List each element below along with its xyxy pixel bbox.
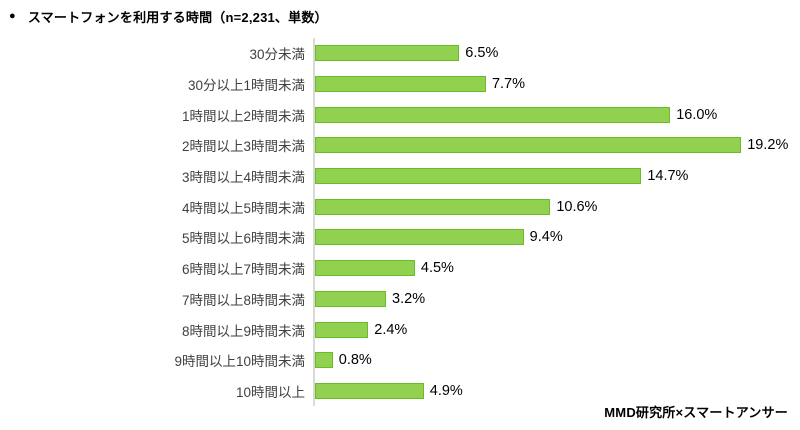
bar (315, 168, 642, 185)
chart-row: 9時間以上10時間未満 0.8% (0, 344, 800, 376)
bar (315, 137, 742, 154)
chart-row: 5時間以上6時間未満 9.4% (0, 222, 800, 253)
bar-area: 19.2% (313, 130, 800, 161)
bar (315, 198, 551, 215)
bar-area: 9.4% (313, 222, 800, 253)
value-label: 4.5% (420, 260, 454, 277)
bar-area: 4.9% (313, 375, 800, 407)
value-label: 3.2% (392, 290, 426, 307)
bar (315, 45, 460, 62)
category-label: 30分以上1時間未満 (187, 78, 305, 94)
category-label: 1時間以上2時間未満 (181, 108, 305, 124)
bar-area: 4.5% (313, 252, 800, 284)
source-attribution: MMD研究所×スマートアンサー (604, 405, 788, 420)
chart-row: 2時間以上3時間未満 19.2% (0, 130, 800, 161)
category-label: 8時間以上9時間未満 (181, 323, 305, 339)
chart-row: 30分以上1時間未満 7.7% (0, 68, 800, 100)
value-label: 9.4% (529, 229, 563, 246)
value-label: 19.2% (747, 137, 789, 154)
bar-area: 14.7% (313, 160, 800, 192)
category-label: 10時間以上 (235, 384, 305, 400)
chart-row: 10時間以上 4.9% (0, 375, 800, 407)
chart-row: 1時間以上2時間未満 16.0% (0, 99, 800, 131)
bar (315, 352, 333, 369)
value-label: 6.5% (465, 45, 499, 62)
category-label: 3時間以上4時間未満 (181, 170, 305, 186)
bar (315, 229, 524, 246)
bar (315, 290, 387, 307)
bar-area: 3.2% (313, 283, 800, 315)
value-label: 14.7% (647, 168, 689, 185)
bar-area: 2.4% (313, 314, 800, 345)
bar (315, 382, 424, 399)
chart-row: 7時間以上8時間未満 3.2% (0, 283, 800, 315)
value-label: 2.4% (374, 321, 408, 338)
bar (315, 76, 486, 93)
bar-area: 16.0% (313, 99, 800, 131)
bar-area: 0.8% (313, 344, 800, 376)
value-label: 16.0% (676, 106, 718, 123)
value-label: 7.7% (491, 76, 525, 93)
category-label: 30分未満 (249, 47, 305, 63)
bar-area: 10.6% (313, 191, 800, 223)
chart-row: 8時間以上9時間未満 2.4% (0, 314, 800, 345)
bar-chart: 30分未満 6.5% 30分以上1時間未満 7.7% 1時間以上2時間未満 16.0% 2時… (0, 38, 800, 407)
chart-title: スマートフォンを利用する時間（n=2,231、単数） (27, 10, 328, 25)
category-label: 9時間以上10時間未満 (174, 354, 305, 370)
category-label: 2時間以上3時間未満 (181, 139, 305, 155)
bullet-icon: ● (9, 10, 16, 22)
category-label: 5時間以上6時間未満 (181, 231, 305, 247)
chart-row: 30分未満 6.5% (0, 38, 800, 69)
value-label: 4.9% (429, 382, 463, 399)
bar (315, 106, 671, 123)
bar-area: 7.7% (313, 68, 800, 100)
chart-row: 6時間以上7時間未満 4.5% (0, 252, 800, 284)
category-label: 7時間以上8時間未満 (181, 292, 305, 308)
bar (315, 260, 415, 277)
bar-area: 6.5% (313, 38, 800, 69)
value-label: 10.6% (556, 198, 598, 215)
chart-header: ● スマートフォンを利用する時間（n=2,231、単数） (0, 0, 800, 26)
chart-row: 3時間以上4時間未満 14.7% (0, 160, 800, 192)
category-label: 6時間以上7時間未満 (181, 262, 305, 278)
value-label: 0.8% (338, 352, 372, 369)
category-label: 4時間以上5時間未満 (181, 200, 305, 216)
chart-row: 4時間以上5時間未満 10.6% (0, 191, 800, 223)
bar (315, 321, 369, 338)
